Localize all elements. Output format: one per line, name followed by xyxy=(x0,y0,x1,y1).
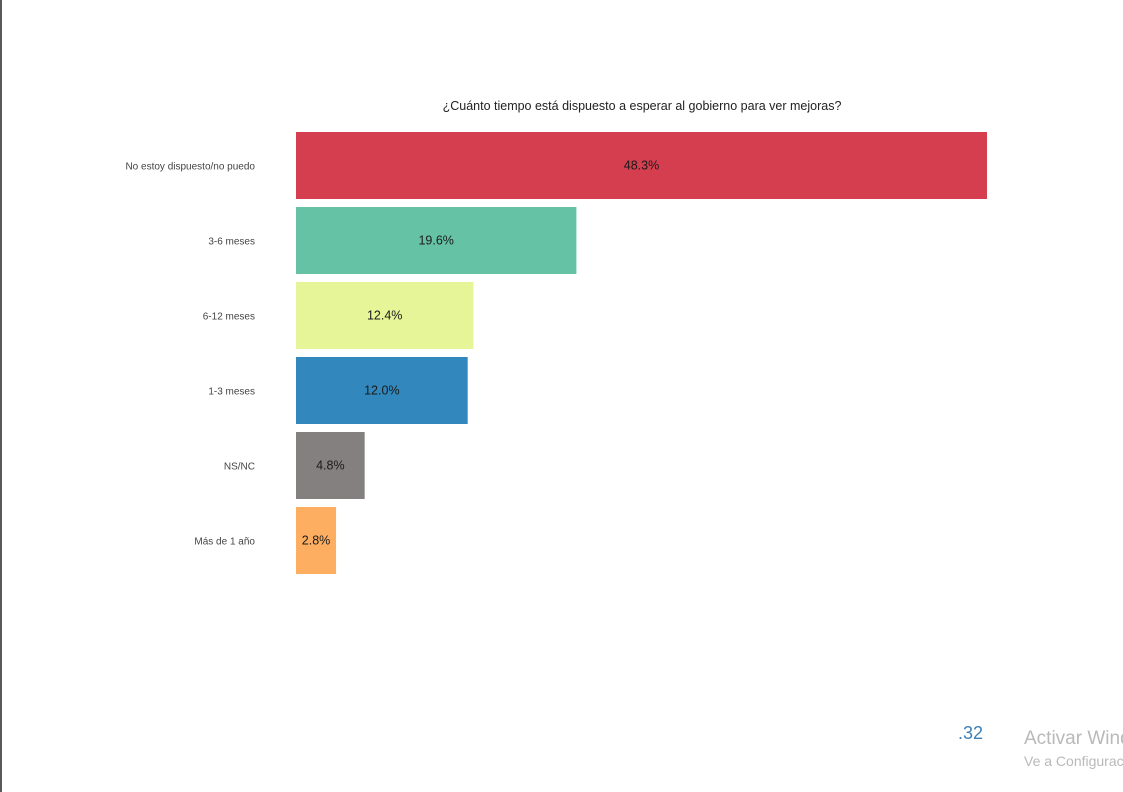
category-label: 6-12 meses xyxy=(203,312,255,323)
category-label: 3-6 meses xyxy=(208,237,255,248)
category-label: 1-3 meses xyxy=(208,387,255,398)
data-label: 48.3% xyxy=(624,159,659,173)
bar xyxy=(296,432,365,499)
watermark-title: Activar Windows xyxy=(1024,728,1123,749)
data-label: 12.0% xyxy=(364,384,399,398)
data-label: 2.8% xyxy=(302,534,331,548)
activation-watermark: Activar Windows Ve a Configuración para … xyxy=(1024,728,1123,772)
bar xyxy=(296,507,337,574)
category-label: NS/NC xyxy=(224,462,255,473)
data-label: 19.6% xyxy=(418,234,453,248)
data-label: 4.8% xyxy=(316,459,345,473)
bar xyxy=(296,132,987,199)
category-label: Más de 1 año xyxy=(194,537,255,548)
bar xyxy=(296,207,577,274)
bar xyxy=(296,357,468,424)
chart-title: ¿Cuánto tiempo está dispuesto a esperar … xyxy=(442,99,842,113)
bar xyxy=(296,282,474,349)
page-border xyxy=(0,0,2,792)
category-label: No estoy dispuesto/no puedo xyxy=(125,162,255,173)
page-number: .32 xyxy=(958,723,984,743)
watermark-subtitle: Ve a Configuración para activar Windows. xyxy=(1024,753,1123,769)
data-label: 12.4% xyxy=(367,309,402,323)
